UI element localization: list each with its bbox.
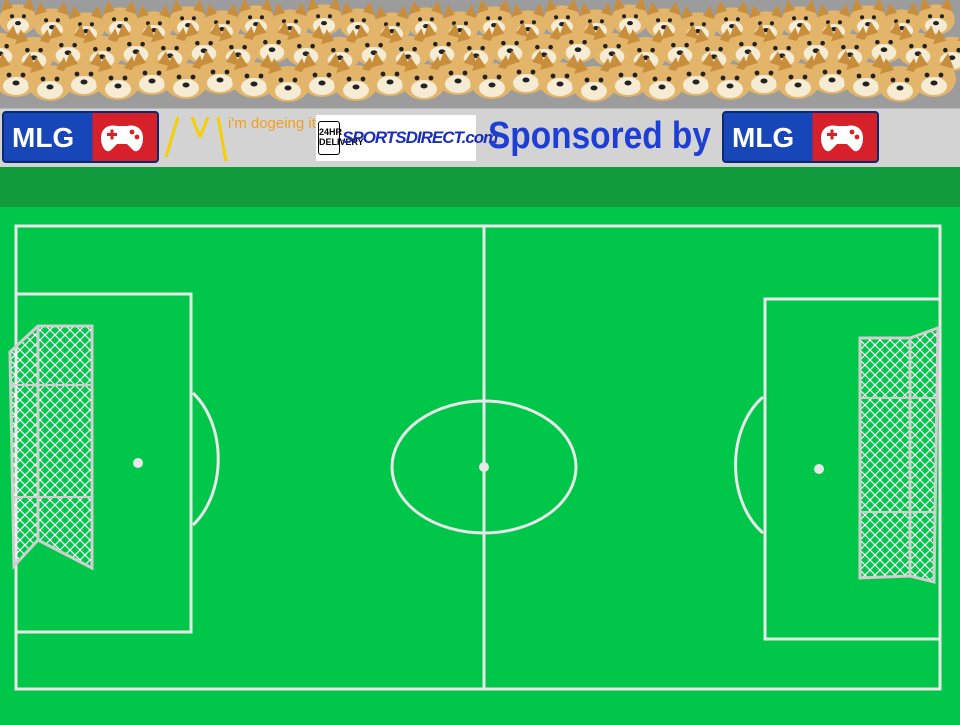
mlg-logo-text: MLG <box>12 122 75 153</box>
doge-crowd-icon <box>0 0 960 102</box>
sponsor-banner: MLG i'm dogeing it 24HR DELIVERY SPORTSD… <box>0 108 960 168</box>
delivery-badge: 24HR DELIVERY <box>318 121 364 155</box>
dogeing-text: i'm dogeing it <box>228 115 316 132</box>
center-spot <box>479 462 489 472</box>
sportsdirect-text: SPORTSDIRECT.com <box>342 128 498 147</box>
soccer-pitch <box>0 207 960 720</box>
left-penalty-spot <box>133 458 143 468</box>
mlg-logo-left: MLG <box>2 111 159 163</box>
sportsdirect-logo: 24HR DELIVERY SPORTSDIRECT.com <box>316 115 498 161</box>
pitch-border-strip <box>0 167 960 207</box>
controller-icon <box>95 118 149 158</box>
mlg-logo-text: MLG <box>732 122 795 153</box>
mlg-logo-right: MLG <box>722 111 879 163</box>
left-penalty-arc <box>191 391 220 527</box>
controller-icon <box>815 118 869 158</box>
center-circle <box>390 399 578 535</box>
yellow-slashes-graphic <box>160 109 230 167</box>
crowd-stands <box>0 0 960 108</box>
sponsored-by-text: Sponsored by <box>488 115 711 157</box>
right-penalty-box <box>763 297 942 641</box>
right-penalty-arc <box>734 395 764 535</box>
goal-net-icon <box>858 325 940 584</box>
goal-net-icon <box>8 324 94 571</box>
right-penalty-spot <box>814 464 824 474</box>
